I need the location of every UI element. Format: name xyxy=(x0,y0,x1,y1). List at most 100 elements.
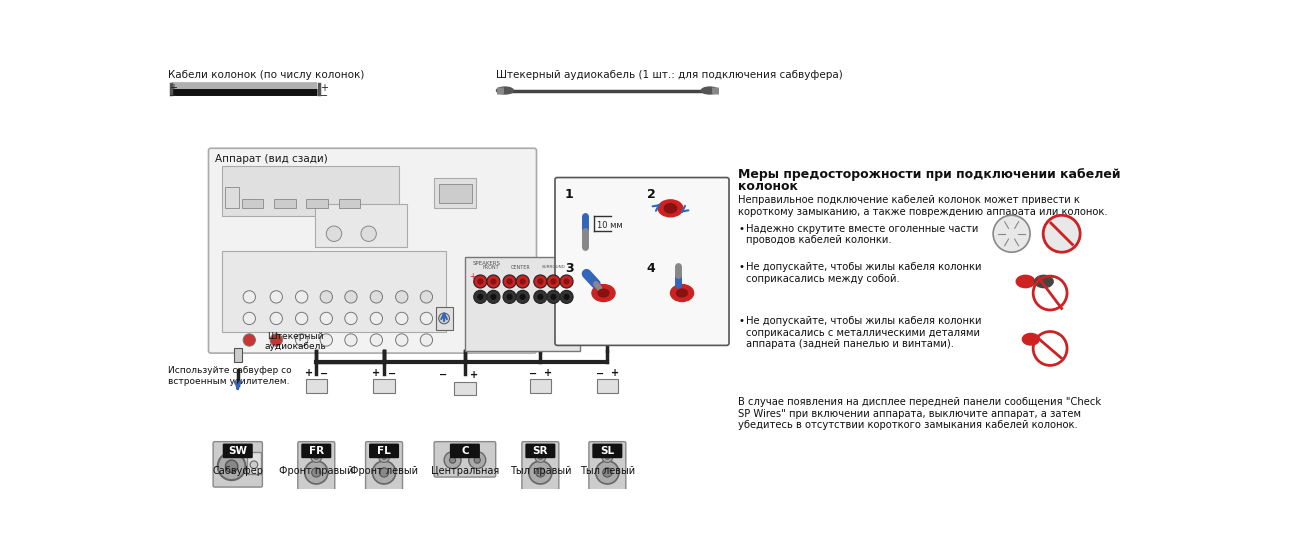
Text: Центральная: Центральная xyxy=(431,466,500,477)
Text: SPEAKERS: SPEAKERS xyxy=(473,261,501,266)
Ellipse shape xyxy=(593,284,615,301)
Bar xyxy=(529,379,551,393)
FancyBboxPatch shape xyxy=(555,177,729,345)
Circle shape xyxy=(320,291,333,303)
Circle shape xyxy=(474,290,487,304)
Text: +: + xyxy=(169,83,177,93)
Circle shape xyxy=(395,291,408,303)
Text: 10 мм: 10 мм xyxy=(596,221,622,230)
Circle shape xyxy=(603,468,612,477)
Text: −: − xyxy=(595,368,604,378)
FancyBboxPatch shape xyxy=(213,441,262,487)
Bar xyxy=(222,166,399,216)
Circle shape xyxy=(311,452,321,462)
Text: C: C xyxy=(461,446,469,456)
Circle shape xyxy=(327,226,342,242)
Circle shape xyxy=(421,312,432,324)
Text: •: • xyxy=(738,316,744,326)
Circle shape xyxy=(474,275,487,288)
Circle shape xyxy=(538,455,542,460)
Bar xyxy=(234,349,241,362)
Bar xyxy=(306,199,328,208)
Text: Штекерный аудиокабель (1 шт.: для подключения сабвуфера): Штекерный аудиокабель (1 шт.: для подклю… xyxy=(496,70,843,80)
Circle shape xyxy=(296,334,307,346)
Bar xyxy=(465,257,581,351)
Circle shape xyxy=(993,215,1030,252)
Bar xyxy=(225,187,239,208)
Circle shape xyxy=(537,278,544,284)
Circle shape xyxy=(345,312,358,324)
Circle shape xyxy=(516,275,529,288)
Circle shape xyxy=(371,291,382,303)
Circle shape xyxy=(563,294,569,300)
Circle shape xyxy=(444,452,461,469)
FancyBboxPatch shape xyxy=(522,441,559,492)
Bar xyxy=(241,199,263,208)
Circle shape xyxy=(243,334,256,346)
Bar xyxy=(434,177,476,208)
Circle shape xyxy=(491,294,497,300)
Circle shape xyxy=(373,461,395,484)
Ellipse shape xyxy=(1022,333,1039,345)
Text: +: + xyxy=(470,272,476,281)
Text: Фронт левый: Фронт левый xyxy=(350,466,418,477)
Text: Кабели колонок (по числу колонок): Кабели колонок (по числу колонок) xyxy=(168,70,365,80)
Circle shape xyxy=(320,334,333,346)
Circle shape xyxy=(519,278,525,284)
Circle shape xyxy=(503,290,516,304)
Text: +: + xyxy=(544,368,553,378)
Text: 4: 4 xyxy=(647,262,656,275)
Circle shape xyxy=(296,291,307,303)
Text: В случае появления на дисплее передней панели сообщения "Check
SP Wires" при вкл: В случае появления на дисплее передней п… xyxy=(738,397,1101,430)
Text: −: − xyxy=(320,91,328,101)
Circle shape xyxy=(345,334,358,346)
Circle shape xyxy=(243,291,256,303)
Text: Фронт правый: Фронт правый xyxy=(279,466,354,477)
Circle shape xyxy=(563,278,569,284)
Circle shape xyxy=(536,468,545,477)
Bar xyxy=(596,379,618,393)
Circle shape xyxy=(296,312,307,324)
Circle shape xyxy=(550,278,556,284)
FancyBboxPatch shape xyxy=(589,441,626,492)
Text: Штекерный
аудиокабель: Штекерный аудиокабель xyxy=(265,332,327,351)
Text: Надежно скрутите вместе оголенные части
проводов кабелей колонки.: Надежно скрутите вместе оголенные части … xyxy=(746,224,979,245)
Circle shape xyxy=(218,452,245,480)
Circle shape xyxy=(547,290,560,304)
Circle shape xyxy=(311,468,321,477)
Text: SW: SW xyxy=(229,446,248,456)
Ellipse shape xyxy=(1034,275,1053,288)
Ellipse shape xyxy=(658,200,683,217)
Text: +: + xyxy=(372,368,381,378)
Circle shape xyxy=(529,461,553,484)
Circle shape xyxy=(474,457,480,463)
Bar xyxy=(454,382,475,395)
Text: −: − xyxy=(387,368,396,378)
Circle shape xyxy=(421,334,432,346)
Circle shape xyxy=(449,457,456,463)
FancyBboxPatch shape xyxy=(434,441,496,477)
Circle shape xyxy=(533,290,547,304)
FancyBboxPatch shape xyxy=(593,444,622,458)
FancyBboxPatch shape xyxy=(369,444,399,458)
Circle shape xyxy=(380,468,389,477)
Text: 3: 3 xyxy=(565,262,573,275)
Circle shape xyxy=(243,312,256,324)
Circle shape xyxy=(270,312,283,324)
FancyBboxPatch shape xyxy=(208,148,537,353)
Text: −: − xyxy=(169,91,177,101)
Text: 2: 2 xyxy=(647,188,656,200)
Circle shape xyxy=(371,312,382,324)
Circle shape xyxy=(605,455,609,460)
Circle shape xyxy=(491,278,497,284)
Text: +: + xyxy=(470,370,478,380)
Circle shape xyxy=(487,275,500,288)
Bar xyxy=(373,379,395,393)
Circle shape xyxy=(560,275,573,288)
Ellipse shape xyxy=(497,87,514,94)
Circle shape xyxy=(533,275,547,288)
FancyBboxPatch shape xyxy=(525,444,555,458)
Text: SURROUND: SURROUND xyxy=(542,265,565,268)
Circle shape xyxy=(478,278,483,284)
Bar xyxy=(439,184,471,203)
